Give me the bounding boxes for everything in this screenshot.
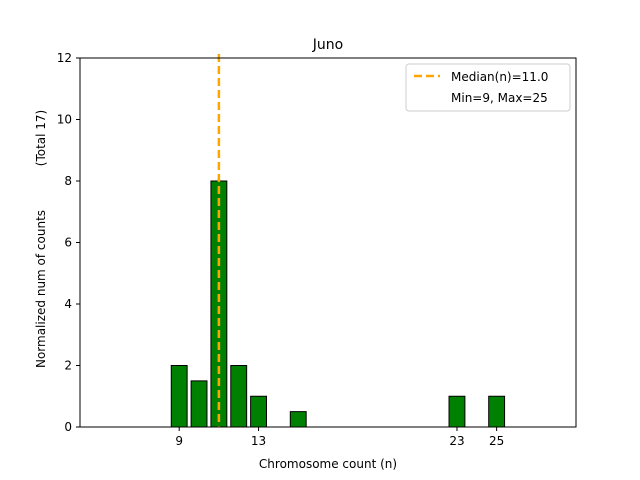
legend: Median(n)=11.0 Min=9, Max=25 <box>405 63 571 112</box>
chart-title: Juno <box>312 37 343 53</box>
bar-n13 <box>250 395 267 428</box>
legend-median-label: Median(n)=11.0 <box>451 70 548 84</box>
x-tick-label: 25 <box>489 434 504 448</box>
bar-n25 <box>488 395 506 428</box>
bar-n23 <box>448 395 466 428</box>
legend-box <box>405 63 571 112</box>
y-tick-label: 4 <box>64 297 72 311</box>
x-tick-label: 23 <box>449 434 464 448</box>
y-tick-label: 6 <box>64 236 72 250</box>
bar-n15 <box>289 411 307 428</box>
y-axis-ticks: 0 2 4 6 8 10 12 <box>57 51 80 434</box>
y-axis-label: Normalized num of counts <box>34 210 48 368</box>
bar-n9 <box>170 365 188 428</box>
x-axis-label: Chromosome count (n) <box>259 457 397 471</box>
x-axis-ticks: 9 13 23 25 <box>175 427 504 448</box>
legend-range-label: Min=9, Max=25 <box>451 91 548 105</box>
plot-frame <box>79 57 577 428</box>
y-axis-total-label: (Total 17) <box>34 110 48 166</box>
y-tick-label: 12 <box>57 51 72 65</box>
x-tick-label: 9 <box>175 434 183 448</box>
y-tick-label: 8 <box>64 174 72 188</box>
y-tick-label: 2 <box>64 359 72 373</box>
y-tick-label: 10 <box>57 113 72 127</box>
x-tick-label: 13 <box>251 434 266 448</box>
y-tick-label: 0 <box>64 420 72 434</box>
bar-n12 <box>230 365 248 428</box>
bar-n10 <box>190 380 208 428</box>
bars-layer <box>170 180 506 428</box>
